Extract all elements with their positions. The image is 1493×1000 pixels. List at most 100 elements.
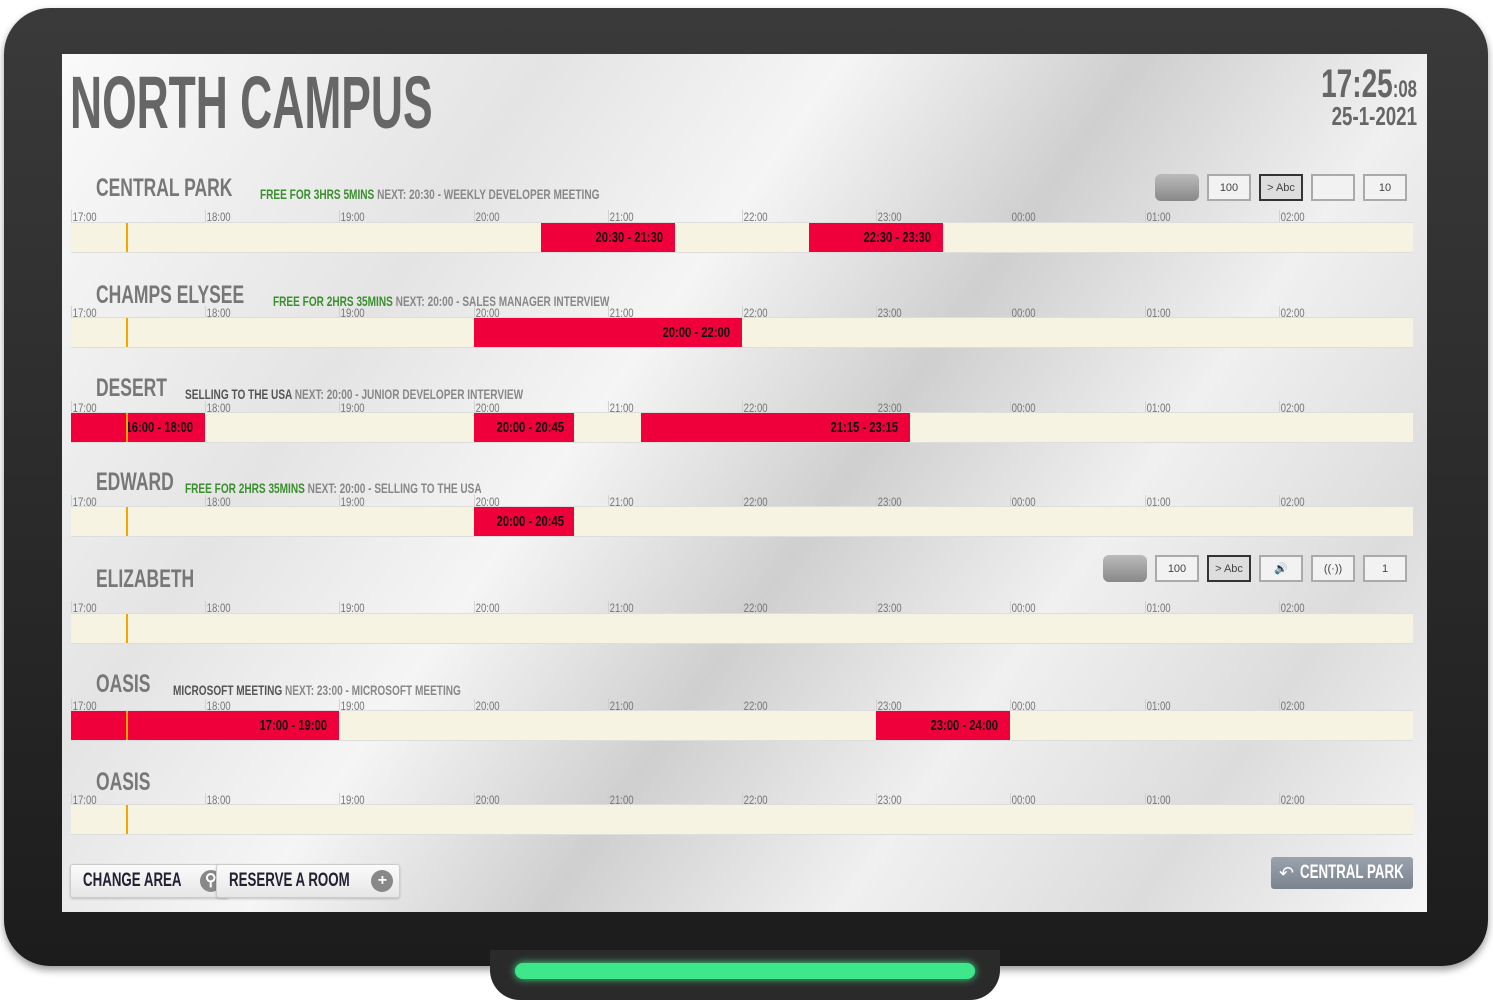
time-tick: 19:00: [339, 601, 366, 615]
clock-time: 17:25: [1321, 62, 1393, 106]
time-tick: 20:00: [473, 210, 500, 224]
booking-block[interactable]: 20:00 - 22:00: [473, 318, 742, 347]
time-tick: 21:00: [607, 306, 634, 320]
room-row[interactable]: CENTRAL PARK FREE FOR 3HRS 5MINS NEXT: 20…: [62, 166, 1427, 261]
time-tick: 02:00: [1278, 306, 1305, 320]
booking-block[interactable]: 20:00 - 20:45: [473, 507, 575, 536]
amenity-icons: 100 > Abc 10: [1155, 174, 1407, 201]
timeline-bar[interactable]: 20:00 - 20:45: [71, 506, 1413, 537]
booking-block[interactable]: 16:00 - 18:00: [71, 413, 206, 442]
time-tick: 22:00: [742, 495, 768, 509]
time-tick: 20:00: [473, 793, 500, 807]
room-row[interactable]: EDWARD FREE FOR 2HRS 35MINS NEXT: 20:00 -…: [62, 462, 1427, 557]
time-tick: 22:00: [742, 306, 768, 320]
time-tick: 17:00: [71, 495, 97, 509]
plus-icon: +: [371, 870, 394, 892]
time-tick: 00:00: [1010, 210, 1037, 224]
timeline-bar[interactable]: [71, 804, 1413, 835]
room-row[interactable]: ELIZABETH 17:00 18:00 19:00 20:00 21:00 22:00…: [62, 555, 1427, 652]
room-status: FREE FOR 2HRS 35MINS NEXT: 20:00 - SALES…: [273, 293, 609, 309]
timeline-bar[interactable]: 17:00 - 19:00 23:00 - 24:00: [71, 710, 1413, 741]
room-row[interactable]: CHAMPS ELYSEE FREE FOR 2HRS 35MINS NEXT: …: [62, 273, 1427, 368]
booking-block[interactable]: 20:30 - 21:30: [540, 223, 675, 252]
next-meeting: NEXT: 20:00 - SELLING TO THE USA: [307, 480, 482, 496]
clock-date: 25-1-2021: [1331, 101, 1417, 131]
booking-label: 20:30 - 21:30: [595, 229, 663, 246]
booking-label: 22:30 - 23:30: [863, 229, 932, 246]
timeline-bar[interactable]: 20:00 - 22:00: [71, 317, 1413, 348]
booking-block[interactable]: 17:00 - 19:00: [71, 711, 340, 740]
booking-block[interactable]: 22:30 - 23:30: [809, 223, 944, 252]
time-tick: 21:00: [607, 601, 634, 615]
time-tick: 01:00: [1144, 793, 1171, 807]
free-time: FREE FOR 2HRS 35MINS: [185, 480, 305, 496]
time-tick: 21:00: [607, 401, 634, 415]
time-tick: 01:00: [1144, 210, 1171, 224]
time-tick: 18:00: [205, 793, 231, 807]
time-tick: 22:00: [742, 401, 768, 415]
time-tick: 20:00: [473, 401, 500, 415]
time-tick: 20:00: [473, 495, 500, 509]
time-tick: 01:00: [1144, 401, 1171, 415]
room-row[interactable]: DESERT SELLING TO THE USA NEXT: 20:00 - …: [62, 368, 1427, 463]
time-tick: 21:00: [607, 699, 634, 713]
time-tick: 23:00: [876, 210, 902, 224]
current-time-marker: [125, 507, 128, 536]
timeline-bar[interactable]: [71, 613, 1413, 644]
back-to-room-button[interactable]: ↶ CENTRAL PARK: [1271, 857, 1413, 889]
capacity-icon: 1: [1363, 555, 1407, 582]
booking-label: 20:00 - 20:45: [496, 513, 564, 530]
room-status: FREE FOR 3HRS 5MINS NEXT: 20:30 - WEEKLY…: [260, 186, 599, 202]
time-tick: 17:00: [71, 210, 97, 224]
next-meeting: NEXT: 20:00 - JUNIOR DEVELOPER INTERVIEW: [294, 386, 524, 402]
time-tick: 19:00: [339, 699, 366, 713]
projector-icon: [1103, 555, 1147, 582]
screen: NORTH CAMPUS 17:25:08 25-1-2021 CENTRAL …: [62, 54, 1427, 912]
whiteboard-icon: 100: [1155, 555, 1199, 582]
next-meeting: NEXT: 20:00 - SALES MANAGER INTERVIEW: [395, 293, 609, 309]
time-tick: 18:00: [205, 306, 231, 320]
time-tick: 19:00: [339, 495, 366, 509]
time-tick: 23:00: [876, 306, 902, 320]
room-row[interactable]: OASIS 17:00 18:00 19:00 20:00 21:00 22:00 23:0…: [62, 760, 1427, 855]
time-tick: 00:00: [1010, 793, 1037, 807]
reserve-room-button[interactable]: RESERVE A ROOM +: [216, 864, 401, 898]
time-tick: 00:00: [1010, 495, 1037, 509]
time-tick: 17:00: [71, 793, 97, 807]
time-tick: 18:00: [205, 601, 231, 615]
time-tick: 17:00: [71, 699, 97, 713]
next-meeting: NEXT: 20:30 - WEEKLY DEVELOPER MEETING: [377, 186, 600, 202]
speaker-icon: 🔊: [1259, 555, 1303, 582]
time-tick: 22:00: [742, 699, 768, 713]
time-tick: 00:00: [1010, 401, 1037, 415]
time-tick: 01:00: [1144, 495, 1171, 509]
booking-block[interactable]: 23:00 - 24:00: [876, 711, 1011, 740]
current-time-marker: [125, 223, 128, 252]
timeline-bar[interactable]: 16:00 - 18:00 20:00 - 20:45 21:15 - 23:15: [71, 412, 1413, 443]
timeline-bar[interactable]: 20:30 - 21:30 22:30 - 23:30: [71, 222, 1413, 253]
status-led: [515, 963, 975, 979]
current-time-marker: [125, 413, 128, 442]
video-camera-icon: [1311, 174, 1355, 201]
room-name: CENTRAL PARK: [96, 174, 233, 202]
time-tick: 17:00: [71, 401, 97, 415]
time-tick: 01:00: [1144, 601, 1171, 615]
current-meeting: MICROSOFT MEETING: [172, 682, 282, 698]
booking-block[interactable]: 20:00 - 20:45: [473, 413, 575, 442]
time-tick: 17:00: [71, 601, 97, 615]
time-tick: 23:00: [876, 495, 902, 509]
time-tick: 17:00: [71, 306, 97, 320]
time-tick: 01:00: [1144, 699, 1171, 713]
projector-icon: [1155, 174, 1199, 201]
change-area-button[interactable]: CHANGE AREA ⚲: [70, 864, 229, 898]
time-tick: 02:00: [1278, 699, 1305, 713]
capacity-icon: 10: [1363, 174, 1407, 201]
next-meeting: NEXT: 23:00 - MICROSOFT MEETING: [284, 682, 461, 698]
time-tick: 02:00: [1278, 495, 1305, 509]
booking-block[interactable]: 21:15 - 23:15: [641, 413, 910, 442]
time-tick: 21:00: [607, 210, 634, 224]
current-time-marker: [125, 614, 128, 643]
room-row[interactable]: OASIS MICROSOFT MEETING NEXT: 23:00 - MI…: [62, 666, 1427, 761]
time-tick: 18:00: [205, 210, 231, 224]
free-time: FREE FOR 2HRS 35MINS: [272, 293, 393, 309]
